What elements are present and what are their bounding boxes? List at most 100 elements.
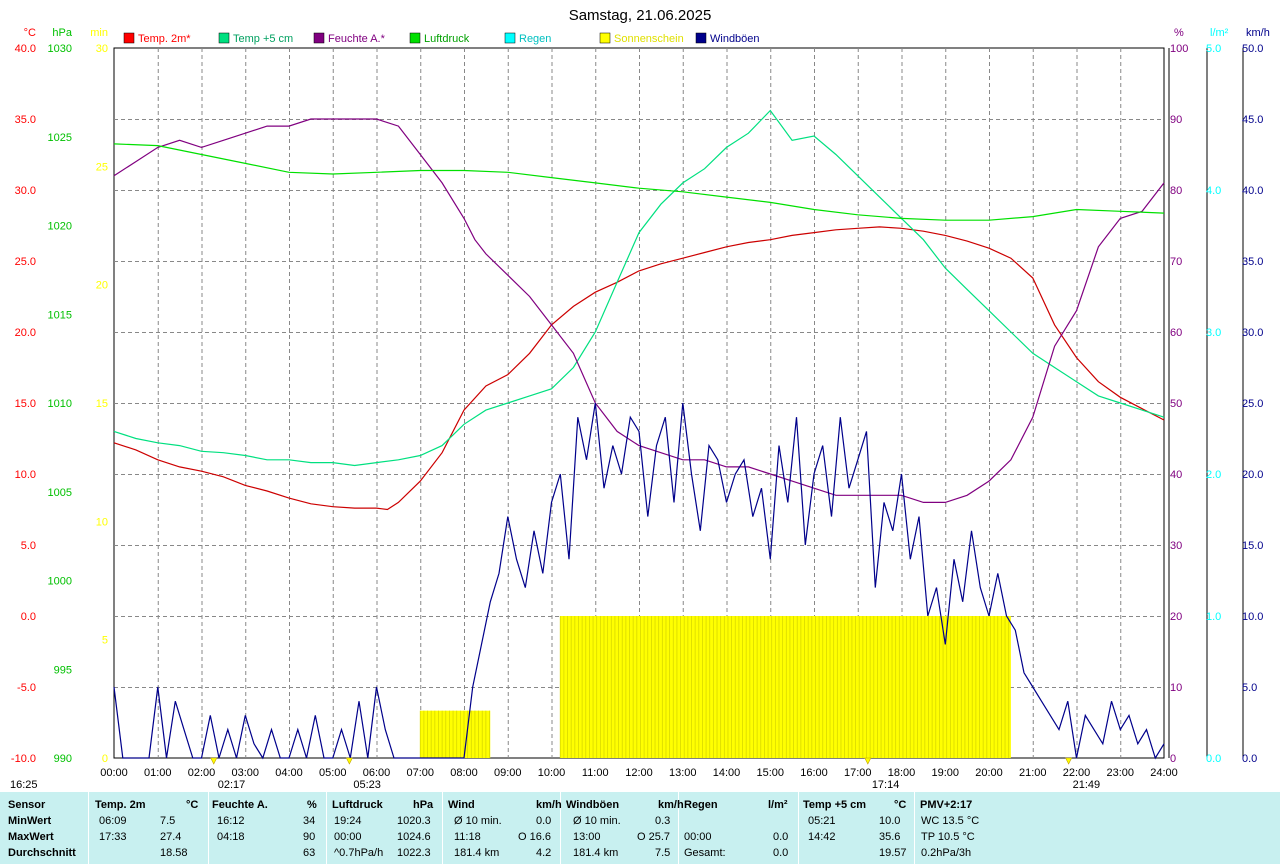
temp-tick-label: -10.0 [11, 753, 36, 765]
stats-header: °C [894, 799, 907, 811]
stats-gust-label: 181.4 km [573, 847, 619, 859]
x-tick-label: 16:00 [800, 767, 828, 779]
stats-humidity-value: 90 [303, 831, 316, 843]
stats-pressure-time: 00:00 [334, 831, 362, 843]
time-marker-triangle [1065, 757, 1073, 765]
press-tick-label: 1020 [48, 221, 72, 233]
hum-tick-label: 100 [1170, 43, 1188, 55]
rain-unit-label: l/m² [1210, 27, 1229, 39]
hum-tick-label: 10 [1170, 682, 1182, 694]
hum-tick-label: 0 [1170, 753, 1176, 765]
sun-tick-label: 10 [96, 516, 108, 528]
stats-pmv-value: WC 13.5 °C [921, 815, 980, 827]
x-tick-label: 23:00 [1106, 767, 1134, 779]
time-marker-triangle [345, 757, 353, 765]
legend-label: Windböen [710, 33, 760, 45]
x-tick-label: 17:00 [844, 767, 872, 779]
stats-temp5cm-time: 14:42 [808, 831, 836, 843]
stats-temp5cm-value: 10.0 [879, 815, 901, 827]
rain-tick-label: 1.0 [1206, 611, 1221, 623]
stats-header: Regen [684, 799, 718, 811]
x-tick-label: 20:00 [975, 767, 1003, 779]
stats-column-divider [326, 792, 327, 864]
time-markers: 02:17 05:23 17:14 21:49 [210, 757, 1100, 791]
stats-wind-value: 0.0 [536, 815, 552, 827]
wind-tick-label: 5.0 [1242, 682, 1257, 694]
wind-tick-label: 25.0 [1242, 398, 1263, 410]
stats-temp2m-time: 06:09 [99, 815, 127, 827]
x-tick-label: 01:00 [144, 767, 172, 779]
rain-tick-label: 3.0 [1206, 327, 1221, 339]
legend-label: Temp. 2m* [138, 33, 191, 45]
rain-tick-label: 5.0 [1206, 43, 1221, 55]
stats-header: Temp. 2m [95, 799, 146, 811]
sunshine-bar [420, 710, 491, 758]
x-tick-label: 22:00 [1063, 767, 1091, 779]
temp-tick-label: 35.0 [15, 114, 36, 126]
time-marker-label: 05:23 [353, 779, 381, 791]
time-marker-label: 17:14 [872, 779, 900, 791]
series-line-windb-en [113, 402, 1165, 760]
hum-tick-label: 40 [1170, 469, 1182, 481]
stats-column-divider [798, 792, 799, 864]
weather-chart: Samstag, 21.06.2025 40.0 35.0 30.0 25.0 20.0… [10, 7, 1270, 791]
stats-row-label: Durchschnitt [8, 847, 76, 859]
press-tick-label: 1000 [48, 576, 72, 588]
stats-pressure-value: 1024.6 [397, 831, 431, 843]
time-marker-label: 02:17 [218, 779, 246, 791]
axes: 40.0 35.0 30.0 25.0 20.0 15.0 10.0 5.0 0.0 -5.0 -1… [11, 27, 1270, 779]
sun-tick-label: 15 [96, 398, 108, 410]
temp-tick-label: 30.0 [15, 185, 36, 197]
temp-unit-label: °C [24, 27, 36, 39]
legend-swatch [313, 32, 325, 44]
stats-row-label: MaxWert [8, 831, 54, 843]
wind-tick-label: 30.0 [1242, 327, 1263, 339]
wind-tick-label: 45.0 [1242, 114, 1263, 126]
legend-label: Feuchte A.* [328, 33, 386, 45]
sun-tick-label: 0 [102, 753, 108, 765]
stats-pressure-value: 1020.3 [397, 815, 431, 827]
stats-humidity-time: 04:18 [217, 831, 245, 843]
chart-title: Samstag, 21.06.2025 [569, 7, 712, 24]
stats-pressure-time: 19:24 [334, 815, 362, 827]
stats-temp2m-value: 27.4 [160, 831, 182, 843]
press-unit-label: hPa [52, 27, 72, 39]
stats-row-label: MinWert [8, 815, 52, 827]
legend-label: Regen [519, 33, 551, 45]
press-tick-label: 990 [54, 753, 72, 765]
x-tick-label: 24:00 [1150, 767, 1178, 779]
legend-label: Luftdruck [424, 33, 470, 45]
x-tick-label: 07:00 [406, 767, 434, 779]
series-line-feuchte-a- [113, 118, 1165, 503]
stats-column-divider [208, 792, 209, 864]
hum-tick-label: 50 [1170, 398, 1182, 410]
stats-temp2m-value: 18.58 [160, 847, 188, 859]
legend-swatch [123, 32, 135, 44]
wind-tick-label: 35.0 [1242, 256, 1263, 268]
stats-column-divider [442, 792, 443, 864]
stats-gust-label: 13:00 [573, 831, 601, 843]
wind-tick-label: 10.0 [1242, 611, 1263, 623]
wind-tick-label: 50.0 [1242, 43, 1263, 55]
stats-wind-label: 181.4 km [454, 847, 500, 859]
x-tick-label: 00:00 [100, 767, 128, 779]
stats-header: Wind [448, 799, 475, 811]
legend-swatch [218, 32, 230, 44]
hum-tick-label: 30 [1170, 540, 1182, 552]
sun-tick-label: 20 [96, 280, 108, 292]
x-tick-label: 18:00 [888, 767, 916, 779]
stats-humidity-value: 63 [303, 847, 316, 859]
press-tick-label: 995 [54, 664, 72, 676]
x-tick-label: 15:00 [756, 767, 784, 779]
stats-pressure-time: ^0.7hPa/h [334, 847, 384, 859]
x-tick-label: 05:00 [319, 767, 347, 779]
temp-tick-label: 5.0 [21, 540, 36, 552]
x-tick-label: 04:00 [275, 767, 303, 779]
stats-header: Sensor [8, 799, 46, 811]
hum-tick-label: 60 [1170, 327, 1182, 339]
press-tick-label: 1005 [48, 487, 72, 499]
legend-label: Sonnenschein [614, 33, 684, 45]
legend-swatch [695, 32, 707, 44]
stats-header: % [307, 799, 317, 811]
x-tick-label: 02:00 [188, 767, 216, 779]
